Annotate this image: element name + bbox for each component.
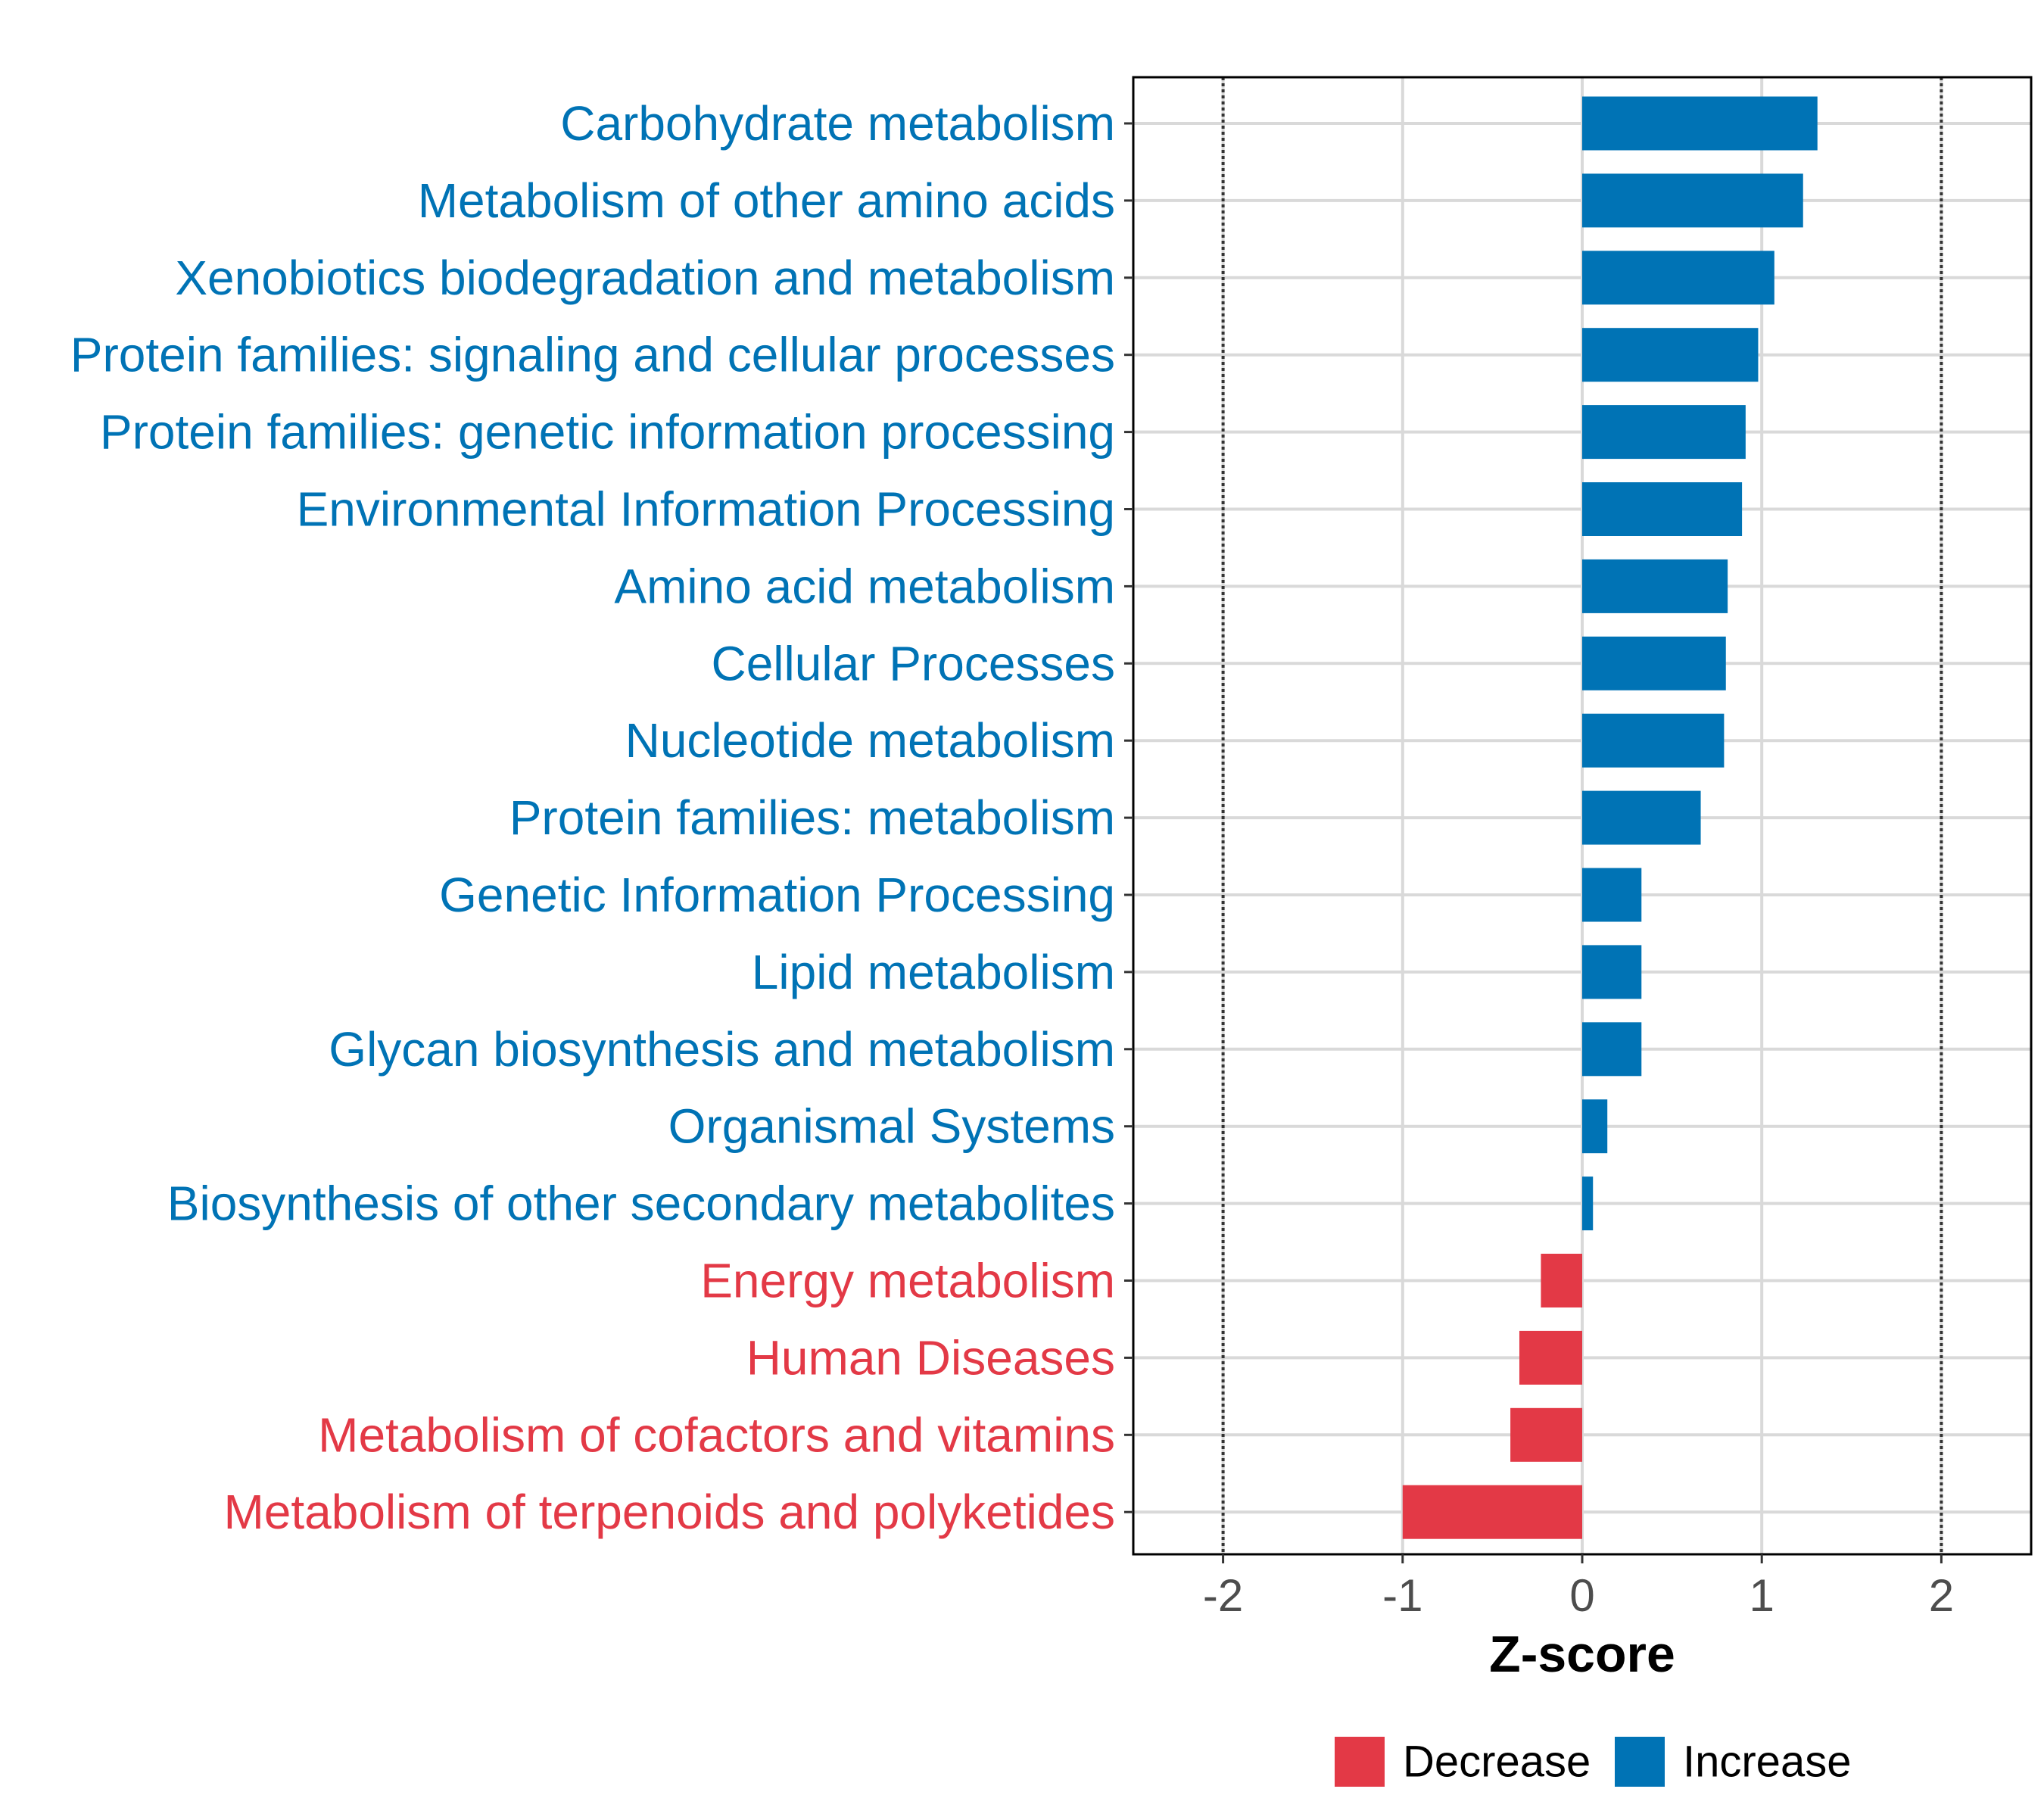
legend-swatch-decrease xyxy=(1335,1737,1385,1787)
x-tick-label: -2 xyxy=(1203,1570,1243,1621)
bar-increase xyxy=(1582,405,1746,460)
category-label: Biosynthesis of other secondary metaboli… xyxy=(167,1177,1115,1231)
bars xyxy=(1402,96,1818,1539)
bar-increase xyxy=(1582,1177,1594,1231)
x-tick-label: 1 xyxy=(1750,1570,1774,1621)
category-label: Protein families: signaling and cellular… xyxy=(70,328,1115,382)
bar-increase xyxy=(1582,559,1728,613)
bar-increase xyxy=(1582,328,1759,382)
category-label: Nucleotide metabolism xyxy=(625,713,1115,768)
bar-increase xyxy=(1582,790,1701,845)
category-label: Cellular Processes xyxy=(711,636,1115,690)
bar-increase xyxy=(1582,636,1726,690)
category-label: Amino acid metabolism xyxy=(614,559,1115,613)
category-label: Metabolism of terpenoids and polyketides xyxy=(223,1485,1115,1539)
legend-label-increase: Increase xyxy=(1683,1738,1851,1787)
bar-increase xyxy=(1582,945,1642,999)
bar-decrease xyxy=(1541,1254,1582,1307)
category-label: Organismal Systems xyxy=(668,1099,1115,1154)
reference-lines xyxy=(1221,77,1943,1554)
bar-decrease xyxy=(1519,1330,1582,1385)
category-label: Environmental Information Processing xyxy=(297,482,1115,537)
category-label: Xenobiotics biodegradation and metabolis… xyxy=(175,251,1115,305)
x-axis-title: Z-score xyxy=(1489,1625,1675,1683)
category-label: Energy metabolism xyxy=(700,1254,1115,1308)
x-axis-ticks: -2 -1 0 1 2 xyxy=(1203,1554,1954,1621)
legend-swatch-increase xyxy=(1615,1737,1665,1787)
bar-increase xyxy=(1582,1099,1608,1154)
category-label: Protein families: metabolism xyxy=(509,790,1115,845)
x-tick-label: -1 xyxy=(1382,1570,1422,1621)
bar-decrease xyxy=(1402,1485,1582,1539)
category-label: Carbohydrate metabolism xyxy=(560,96,1115,151)
bar-increase xyxy=(1582,251,1774,305)
bar-increase xyxy=(1582,1022,1642,1077)
category-label: Lipid metabolism xyxy=(752,945,1115,999)
legend: Decrease Increase xyxy=(1335,1737,1851,1787)
legend-label-decrease: Decrease xyxy=(1403,1738,1591,1787)
category-label: Human Diseases xyxy=(746,1330,1115,1385)
bar-decrease xyxy=(1510,1407,1582,1462)
bar-increase xyxy=(1582,713,1725,768)
bar-increase xyxy=(1582,868,1642,922)
y-axis-ticks xyxy=(1124,122,1133,1513)
category-label: Genetic Information Processing xyxy=(439,868,1115,922)
x-tick-label: 2 xyxy=(1929,1570,1954,1621)
category-label: Protein families: genetic information pr… xyxy=(100,405,1115,460)
x-tick-label: 0 xyxy=(1569,1570,1594,1621)
category-labels: Carbohydrate metabolism Metabolism of oth… xyxy=(70,96,1115,1539)
category-label: Metabolism of other amino acids xyxy=(418,173,1115,228)
category-label: Glycan biosynthesis and metabolism xyxy=(329,1022,1115,1077)
category-label: Metabolism of cofactors and vitamins xyxy=(318,1407,1115,1462)
bar-increase xyxy=(1582,482,1743,536)
bar-increase xyxy=(1582,173,1803,228)
bar-increase xyxy=(1582,96,1818,151)
